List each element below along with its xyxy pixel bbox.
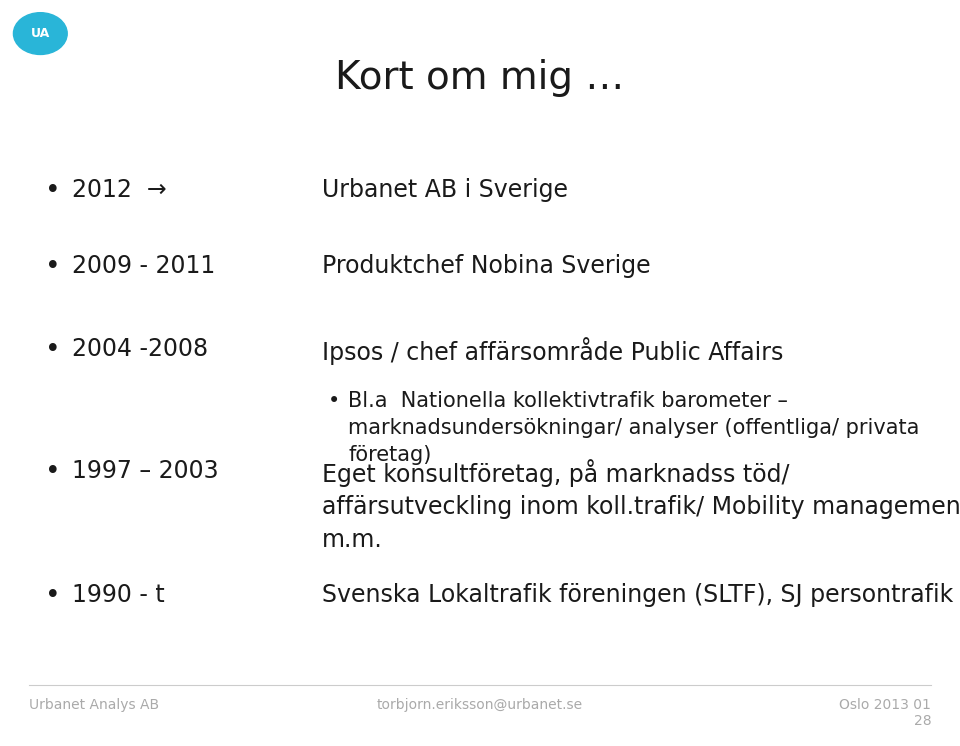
Text: torbjorn.eriksson@urbanet.se: torbjorn.eriksson@urbanet.se [377,698,583,712]
Text: •: • [45,337,60,363]
Text: Ipsos / chef affärsområde Public Affairs: Ipsos / chef affärsområde Public Affairs [322,337,783,365]
Text: Kort om mig …: Kort om mig … [335,60,625,97]
Circle shape [13,13,67,54]
Text: 1997 – 2003: 1997 – 2003 [72,459,219,483]
Text: Oslo 2013 01
28: Oslo 2013 01 28 [839,698,931,727]
Text: 1990 - t: 1990 - t [72,583,165,607]
Text: 2004 -2008: 2004 -2008 [72,337,208,361]
Text: •: • [45,254,60,280]
Text: Urbanet Analys AB: Urbanet Analys AB [29,698,159,712]
Text: Bl.a  Nationella kollektivtrafik barometer –
marknadsundersökningar/ analyser (o: Bl.a Nationella kollektivtrafik baromete… [348,391,920,466]
Text: 2012  →: 2012 → [72,178,167,201]
Text: •: • [45,583,60,609]
Text: •: • [45,459,60,485]
Text: Eget konsultföretag, på marknadss töd/
affärsutveckling inom koll.trafik/ Mobili: Eget konsultföretag, på marknadss töd/ a… [322,459,960,552]
Text: Produktchef Nobina Sverige: Produktchef Nobina Sverige [322,254,650,278]
Text: 2009 - 2011: 2009 - 2011 [72,254,215,278]
Text: UA: UA [31,27,50,40]
Text: Urbanet AB i Sverige: Urbanet AB i Sverige [322,178,567,201]
Text: Svenska Lokaltrafik föreningen (SLTF), SJ persontrafik: Svenska Lokaltrafik föreningen (SLTF), S… [322,583,953,607]
Text: •: • [328,391,340,411]
Text: •: • [45,178,60,204]
